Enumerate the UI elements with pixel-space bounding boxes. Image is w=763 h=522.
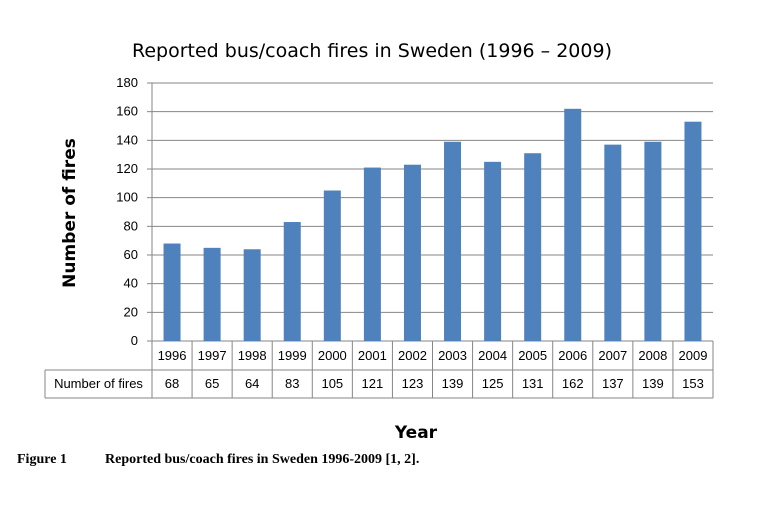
table-value: 64 <box>245 376 259 391</box>
bar-chart: Reported bus/coach fires in Sweden (1996… <box>44 40 714 443</box>
bar-2003 <box>444 141 462 341</box>
table-value: 162 <box>562 376 584 391</box>
x-tick-label: 2005 <box>518 348 547 363</box>
x-tick-label: 2000 <box>318 348 347 363</box>
y-tick-label: 180 <box>116 75 138 90</box>
x-tick-label: 2001 <box>358 348 387 363</box>
y-tick-label: 40 <box>124 276 138 291</box>
table-value: 68 <box>165 376 179 391</box>
bar-1997 <box>203 247 221 341</box>
figure-label: Figure 1 <box>17 452 67 467</box>
table-value: 153 <box>682 376 704 391</box>
table-value: 137 <box>602 376 624 391</box>
bar-2006 <box>564 108 582 341</box>
bar-1996 <box>163 243 181 341</box>
x-tick-label: 2007 <box>598 348 627 363</box>
x-tick-label: 1999 <box>278 348 307 363</box>
table-value: 121 <box>362 376 384 391</box>
figure-caption: Figure 1 Reported bus/coach fires in Swed… <box>17 452 419 468</box>
bar-2001 <box>363 167 381 341</box>
y-tick-label: 0 <box>131 333 138 348</box>
bar-1999 <box>283 222 301 341</box>
bar-2000 <box>323 190 341 341</box>
y-axis-ticks: 0 20 40 60 80 100 120 140 160 180 <box>116 75 138 348</box>
x-axis-title: Year <box>394 423 438 443</box>
y-tick-label: 20 <box>124 304 138 319</box>
table-value: 65 <box>205 376 219 391</box>
y-tick-label: 120 <box>116 161 138 176</box>
x-tick-label: 1998 <box>238 348 267 363</box>
y-tick-label: 80 <box>124 218 138 233</box>
y-axis-title: Number of fires <box>60 138 80 288</box>
x-tick-label: 2006 <box>558 348 587 363</box>
x-tick-label: 1997 <box>198 348 227 363</box>
x-tick-label: 2008 <box>638 348 667 363</box>
bar-2009 <box>684 121 702 341</box>
x-tick-label: 2002 <box>398 348 427 363</box>
x-tick-label: 1996 <box>158 348 187 363</box>
table-value: 105 <box>321 376 343 391</box>
table-value: 131 <box>522 376 544 391</box>
table-value: 125 <box>482 376 504 391</box>
chart-title: Reported bus/coach fires in Sweden (1996… <box>132 40 612 62</box>
table-value: 139 <box>442 376 464 391</box>
bar-2008 <box>644 141 662 341</box>
bar-1998 <box>243 249 261 341</box>
x-tick-label: 2004 <box>478 348 507 363</box>
gridlines <box>147 82 713 342</box>
y-tick-label: 160 <box>116 104 138 119</box>
y-tick-label: 60 <box>124 247 138 262</box>
table-value: 83 <box>285 376 299 391</box>
table-value: 123 <box>402 376 424 391</box>
table-value: 139 <box>642 376 664 391</box>
table-series-label: Number of fires <box>54 376 143 391</box>
y-tick-label: 100 <box>116 190 138 205</box>
bar-2005 <box>524 153 542 341</box>
y-tick-label: 140 <box>116 132 138 147</box>
x-tick-label: 2003 <box>438 348 467 363</box>
bar-2007 <box>604 144 622 341</box>
bar-2004 <box>484 161 502 341</box>
figure-caption-text: Reported bus/coach fires in Sweden 1996-… <box>105 452 420 467</box>
data-table: Number of fires 1996 68 1997 65 1998 64 1999 83 2… <box>44 341 714 399</box>
bar-2002 <box>403 164 421 341</box>
x-tick-label: 2009 <box>679 348 708 363</box>
bars <box>163 108 702 341</box>
